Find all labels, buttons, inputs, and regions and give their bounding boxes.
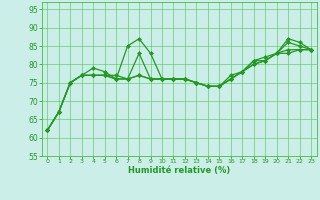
X-axis label: Humidité relative (%): Humidité relative (%): [128, 166, 230, 175]
